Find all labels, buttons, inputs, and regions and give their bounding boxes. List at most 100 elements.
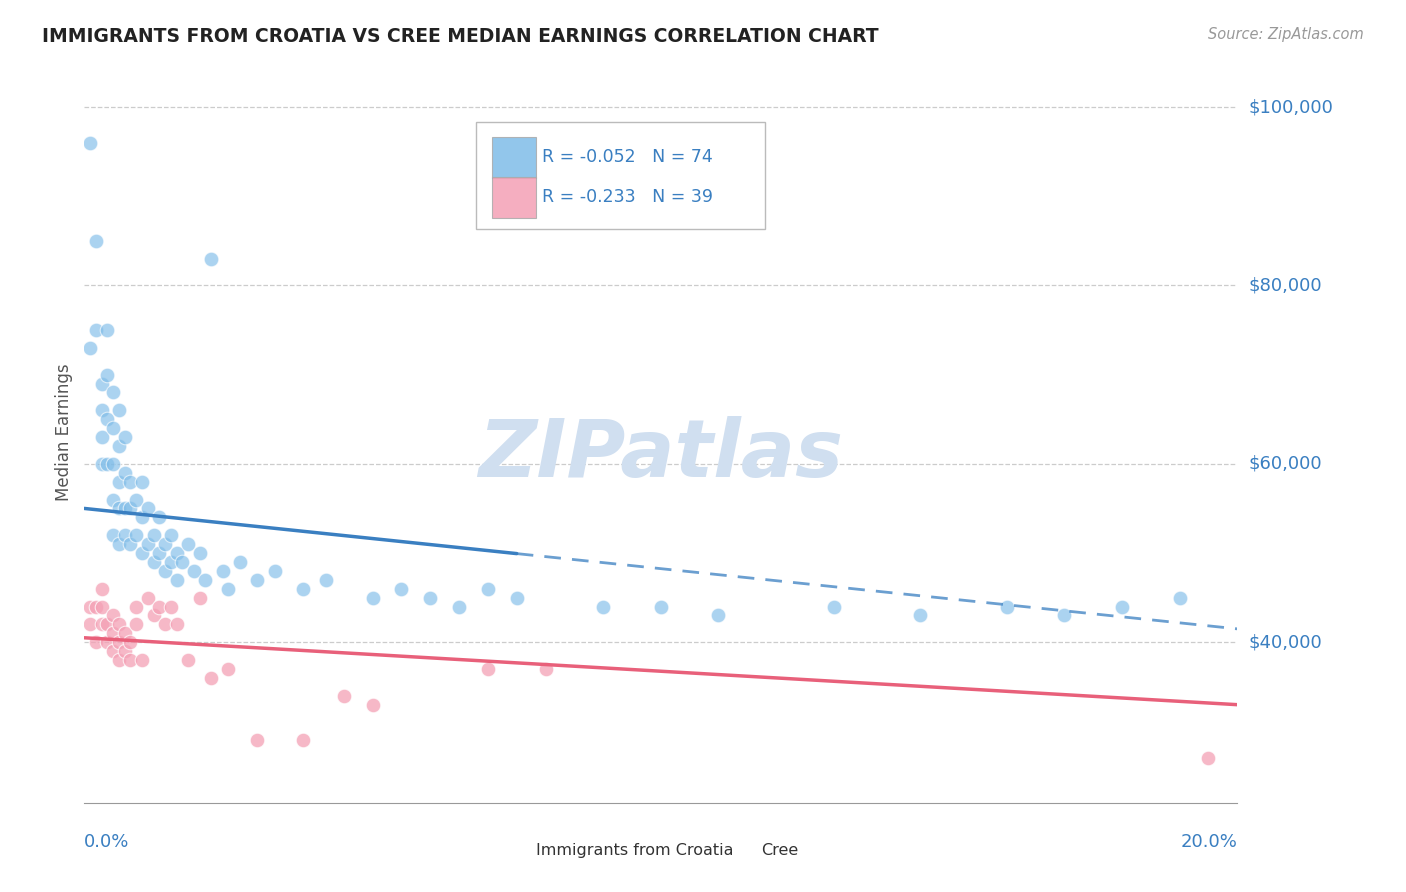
Point — [103, 385, 124, 400]
Point — [166, 573, 188, 587]
Point — [592, 599, 614, 614]
Point — [79, 341, 101, 355]
Point — [120, 653, 142, 667]
Text: $80,000: $80,000 — [1249, 277, 1322, 294]
Point — [103, 608, 124, 623]
Point — [103, 626, 124, 640]
Point — [229, 555, 252, 569]
Point — [361, 698, 384, 712]
Point — [79, 136, 101, 150]
Text: 0.0%: 0.0% — [84, 833, 129, 851]
Point — [534, 662, 557, 676]
Point — [108, 635, 131, 649]
Point — [707, 608, 730, 623]
Point — [96, 617, 118, 632]
Point — [153, 564, 176, 578]
Point — [125, 492, 148, 507]
Point — [142, 528, 165, 542]
Point — [218, 662, 240, 676]
Point — [142, 555, 165, 569]
Point — [995, 599, 1018, 614]
Point — [90, 430, 112, 444]
FancyBboxPatch shape — [496, 836, 531, 866]
Point — [449, 599, 471, 614]
Text: ZIPatlas: ZIPatlas — [478, 416, 844, 494]
Point — [114, 528, 136, 542]
Point — [131, 475, 153, 489]
Point — [125, 528, 148, 542]
Point — [103, 457, 124, 471]
Point — [108, 537, 131, 551]
Point — [172, 555, 194, 569]
Point — [246, 733, 269, 747]
Point — [96, 412, 118, 426]
Point — [246, 573, 269, 587]
Text: $40,000: $40,000 — [1249, 633, 1322, 651]
Point — [200, 252, 222, 266]
Point — [131, 510, 153, 524]
Point — [1111, 599, 1133, 614]
Point — [361, 591, 384, 605]
Point — [1198, 751, 1220, 765]
Point — [292, 733, 315, 747]
Point — [188, 546, 211, 560]
Point — [120, 635, 142, 649]
Text: $100,000: $100,000 — [1249, 98, 1333, 116]
Point — [166, 617, 188, 632]
Point — [103, 528, 124, 542]
Point — [90, 582, 112, 596]
Text: 20.0%: 20.0% — [1181, 833, 1237, 851]
Point — [108, 403, 131, 417]
Point — [136, 537, 159, 551]
Point — [153, 537, 176, 551]
Point — [177, 537, 200, 551]
Point — [79, 599, 101, 614]
Point — [96, 368, 118, 382]
Point — [148, 599, 170, 614]
Point — [125, 599, 148, 614]
Text: $60,000: $60,000 — [1249, 455, 1322, 473]
FancyBboxPatch shape — [492, 136, 536, 178]
Point — [131, 653, 153, 667]
Point — [183, 564, 205, 578]
Text: Source: ZipAtlas.com: Source: ZipAtlas.com — [1208, 27, 1364, 42]
FancyBboxPatch shape — [721, 836, 756, 866]
Point — [188, 591, 211, 605]
Point — [120, 475, 142, 489]
Point — [79, 617, 101, 632]
Point — [333, 689, 356, 703]
Point — [84, 599, 107, 614]
Point — [153, 617, 176, 632]
Point — [148, 546, 170, 560]
Point — [90, 617, 112, 632]
Point — [142, 608, 165, 623]
Point — [96, 457, 118, 471]
Point — [120, 501, 142, 516]
Point — [108, 439, 131, 453]
Point — [84, 323, 107, 337]
Point — [823, 599, 845, 614]
Point — [125, 617, 148, 632]
Point — [506, 591, 529, 605]
Point — [96, 323, 118, 337]
Point — [114, 466, 136, 480]
Point — [114, 644, 136, 658]
Point — [391, 582, 413, 596]
Point — [96, 635, 118, 649]
Text: R = -0.052   N = 74: R = -0.052 N = 74 — [543, 148, 713, 166]
Point — [90, 403, 112, 417]
Point — [1168, 591, 1191, 605]
Point — [160, 599, 183, 614]
Point — [131, 546, 153, 560]
FancyBboxPatch shape — [477, 121, 765, 229]
Point — [136, 501, 159, 516]
Point — [263, 564, 285, 578]
Point — [419, 591, 441, 605]
Point — [90, 457, 112, 471]
Text: IMMIGRANTS FROM CROATIA VS CREE MEDIAN EARNINGS CORRELATION CHART: IMMIGRANTS FROM CROATIA VS CREE MEDIAN E… — [42, 27, 879, 45]
Point — [108, 653, 131, 667]
Point — [194, 573, 217, 587]
Point — [160, 555, 183, 569]
Point — [166, 546, 188, 560]
Point — [650, 599, 672, 614]
